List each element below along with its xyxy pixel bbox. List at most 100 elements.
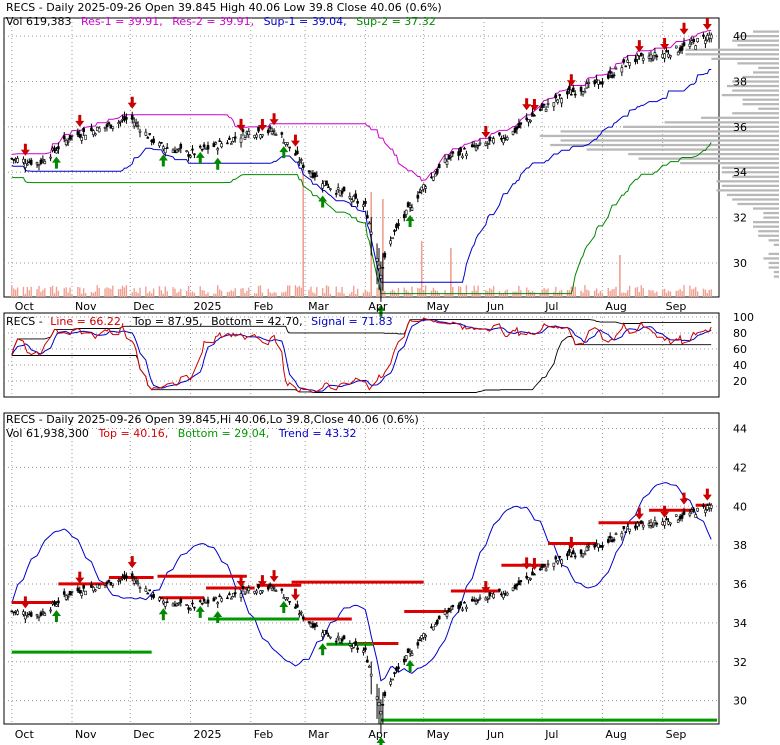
volume-profile-bar [539,134,779,138]
trend-candle-body [39,612,43,616]
volume-profile-bar [721,184,779,187]
trend-candle-body [465,606,468,610]
price-y-tick-38: 38 [733,76,747,89]
trend-candle-body [463,602,466,604]
trend-candle-body [389,681,392,685]
oscillator-panel-frame [3,312,720,398]
trend-candle-body [408,651,412,654]
trend-candle-body [288,600,291,603]
volume-profile-bar [758,107,779,110]
price-candle-body [66,141,70,143]
price-candle-body [158,142,161,147]
sell-arrow [481,126,491,139]
volume-profile-bar [732,112,779,115]
trend-candle-body [202,599,206,602]
price-candle-body [294,153,297,156]
volume-profile-bar [685,48,779,51]
price-candle-body [354,193,357,199]
volume-profile-bar [721,166,779,169]
price-candle-body [601,81,604,85]
price-candle-body [162,146,165,150]
trend-candle-body [696,507,699,512]
price-y-axis: 30 32 34 36 38 40 [733,30,747,270]
trend-sell-arrow [127,556,137,569]
trend-candle-body [612,539,616,541]
trend-candle-body [298,613,301,616]
trend-candle-body [78,590,82,594]
trend-candle-body [270,587,274,591]
trend-x-tick-Dec: Dec [133,728,154,741]
osc-header-name: RECS - [6,315,43,328]
trend-candle-body [241,586,245,589]
price-candle-body [513,127,517,133]
price-candle-body [342,186,346,192]
price-candle-body [163,148,167,154]
volume-profile-bar [721,171,779,174]
price-candle-body [418,191,422,194]
trend-candle-body [451,604,455,608]
price-candle-body [41,158,45,161]
trend-candle-body [193,606,196,609]
volume-profile-bar [560,130,779,133]
trend-candle-body [307,621,311,623]
price-candle-body [424,186,427,189]
price-candle-body [268,126,272,129]
volume-profile-bar [768,266,779,269]
price-candle-body [107,122,111,125]
volume-profile-bar [742,103,779,106]
price-candle-body [529,119,532,122]
price-candle-body [437,164,441,169]
volume-profile-bar [711,57,779,60]
price-candle-body [472,145,476,147]
price-candle-body [230,143,233,145]
trend-candle-body [437,615,441,620]
price-candle-body [408,205,412,208]
price-candle-body [573,93,577,96]
price-candle-body [624,65,628,68]
volume-profile-bar [758,66,779,70]
trend-candle-body [216,602,220,605]
price-candle-body [340,190,344,194]
price-candle-body [568,86,571,91]
trend-buy-arrow [279,600,289,613]
trend-candles [10,502,713,735]
trend-candle-body [185,604,188,606]
trend-candle-body [163,602,167,607]
trend-candle-body [676,519,680,523]
trend-candle-body [641,524,645,528]
price-candle-body [571,87,575,93]
trend-candle-body [517,580,521,585]
sell-arrow [269,113,279,126]
price-candle-body [138,130,142,133]
price-candle-body [463,147,466,150]
trend-y-axis: 30 32 34 36 38 40 42 44 [733,423,747,708]
volume-profile-bar [753,30,779,33]
trend-candle-body [266,586,270,590]
trend-candle-body [356,647,359,650]
price-candle-body [125,117,128,120]
osc-signal-line [11,319,712,392]
oscillator-panel: 20 40 60 80 100 RECS - Line = 66.22, Top = 8… [3,311,754,398]
price-y-tick-32: 32 [733,212,747,225]
price-candle-body [82,128,85,133]
oscillator-header: RECS - Line = 66.22, Top = 87.95, Bottom… [6,315,393,328]
price-candle-body [519,122,523,125]
price-candle-body [160,142,163,144]
trend-candle-body [639,520,643,524]
volume-profile-bar [638,157,779,160]
trend-sell-arrow [290,588,300,601]
trend-x-tick-Feb: Feb [254,728,273,741]
trend-candle-body [573,555,577,558]
price-candle-body [636,55,639,60]
trend-candle-body [111,583,115,586]
volume-profile-bar [716,189,779,192]
trend-panel: 30 32 34 36 38 40 42 44 Oct Nov Dec 2025 Feb Mar Apr M… [3,412,747,745]
trend-candle-body [476,599,480,601]
trend-candle-body [558,556,561,558]
trend-candle-body [474,601,478,605]
price-candle-body [37,164,41,167]
sell-arrow [20,143,30,156]
sell-arrow [660,37,670,50]
osc-bottom-band [11,336,712,393]
price-candle-body [704,40,707,44]
